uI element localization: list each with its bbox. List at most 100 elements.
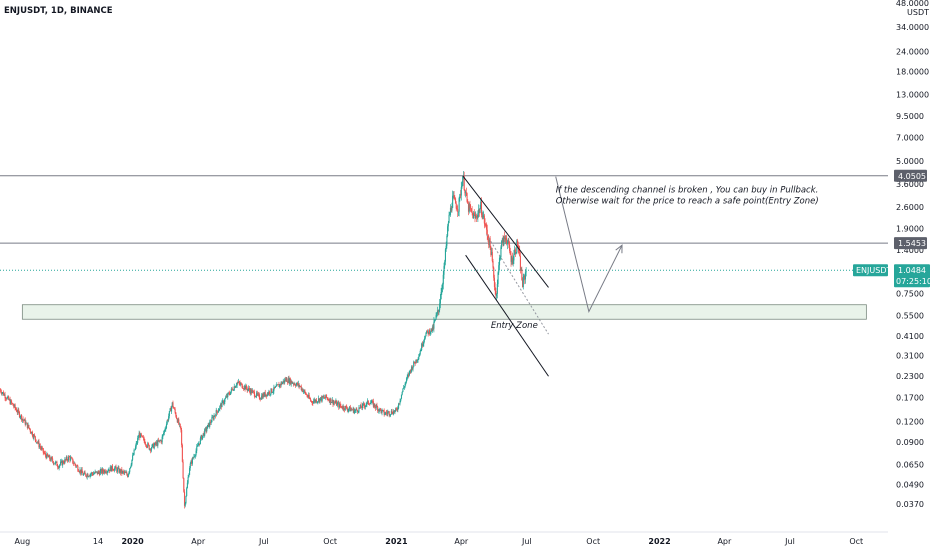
candle-body-658 bbox=[473, 213, 475, 215]
candle-body-515 bbox=[370, 402, 372, 404]
candle-body-676 bbox=[486, 229, 488, 237]
candle-body-35 bbox=[24, 419, 26, 425]
candle-body-281 bbox=[201, 435, 204, 440]
candle-body-208 bbox=[149, 448, 151, 450]
candle-body-194 bbox=[139, 433, 141, 438]
candle-body-317 bbox=[227, 392, 230, 394]
y-tick-label: 18.0000 bbox=[896, 68, 929, 77]
candle-body-581 bbox=[418, 356, 420, 360]
y-tick-label: 3.6000 bbox=[896, 180, 924, 189]
x-axis[interactable]: Aug 14 2020 Apr Jul Oct 2021 Apr Jul Oct 2022 Apr Ju… bbox=[15, 537, 864, 546]
candle-body-153 bbox=[109, 466, 111, 472]
candle-body-436 bbox=[313, 399, 315, 402]
candle-body-689 bbox=[496, 293, 498, 296]
candle-body-601 bbox=[432, 326, 434, 329]
candle-body-551 bbox=[396, 409, 398, 411]
candle-body-456 bbox=[328, 399, 330, 401]
candle-body-166 bbox=[119, 469, 121, 473]
candle-body-471 bbox=[338, 403, 341, 408]
candle-body-695 bbox=[500, 247, 502, 258]
candle-body-654 bbox=[470, 208, 472, 212]
candle-body-309 bbox=[222, 400, 224, 402]
candle-body-88 bbox=[62, 461, 64, 464]
candle-body-395 bbox=[284, 379, 286, 383]
candle-body-206 bbox=[147, 443, 150, 446]
candle-body-97 bbox=[69, 456, 71, 461]
candle-body-267 bbox=[191, 457, 193, 464]
candle-body-217 bbox=[155, 442, 157, 445]
candle-body-41 bbox=[29, 427, 31, 430]
candle-body-207 bbox=[148, 445, 150, 450]
candle-body-613 bbox=[441, 288, 443, 293]
candle-body-505 bbox=[363, 403, 365, 406]
candle-body-485 bbox=[349, 406, 351, 409]
candle-body-324 bbox=[232, 390, 235, 391]
candle-body-646 bbox=[465, 192, 467, 194]
candle-body-381 bbox=[274, 386, 276, 388]
candle-body-501 bbox=[360, 404, 362, 408]
candle-body-274 bbox=[196, 445, 199, 447]
candle-body-55 bbox=[39, 446, 41, 447]
candle-body-492 bbox=[354, 410, 356, 414]
candle-body-163 bbox=[116, 468, 119, 472]
candle-body-430 bbox=[309, 398, 311, 400]
candle-body-537 bbox=[386, 413, 388, 414]
candle-body-38 bbox=[26, 422, 28, 429]
candle-body-443 bbox=[318, 398, 320, 402]
candle-body-532 bbox=[382, 410, 385, 411]
candle-body-496 bbox=[356, 410, 359, 412]
candle-body-245 bbox=[176, 416, 178, 419]
candle-body-196 bbox=[140, 433, 142, 436]
candle-body-26 bbox=[18, 409, 20, 412]
candle-body-269 bbox=[193, 456, 195, 459]
candle-body-502 bbox=[361, 407, 363, 409]
candle-body-477 bbox=[343, 406, 345, 410]
candle-body-526 bbox=[378, 409, 380, 412]
candle-body-234 bbox=[168, 416, 170, 421]
candle-body-201 bbox=[144, 441, 146, 445]
candle-body-470 bbox=[338, 402, 340, 408]
level-badge-1 bbox=[894, 237, 927, 250]
candle-body-384 bbox=[276, 384, 278, 387]
candle-body-275 bbox=[197, 445, 199, 446]
candle-body-588 bbox=[423, 340, 425, 344]
candle-body-583 bbox=[419, 351, 421, 355]
candle-body-454 bbox=[326, 397, 328, 399]
candle-body-442 bbox=[318, 398, 320, 402]
candle-body-703 bbox=[506, 239, 508, 245]
candle-body-112 bbox=[80, 469, 82, 474]
candle-body-672 bbox=[483, 215, 485, 224]
candle-body-174 bbox=[124, 472, 126, 473]
candle-body-370 bbox=[266, 394, 268, 397]
channel-line-2 bbox=[486, 234, 549, 335]
y-tick-label: 13.0000 bbox=[896, 90, 929, 99]
candle-body-482 bbox=[346, 408, 348, 411]
candle-body-46 bbox=[32, 436, 34, 438]
candle-body-265 bbox=[190, 461, 192, 464]
candle-body-564 bbox=[405, 378, 408, 382]
candle-body-175 bbox=[125, 472, 127, 474]
candle-body-367 bbox=[263, 392, 266, 397]
candle-body-79 bbox=[56, 461, 58, 467]
candle-body-692 bbox=[498, 265, 500, 273]
y-tick-label: 0.0370 bbox=[896, 500, 924, 509]
candle-body-248 bbox=[178, 419, 180, 425]
candle-body-563 bbox=[405, 381, 407, 384]
candle-body-140 bbox=[100, 469, 102, 471]
candle-body-634 bbox=[456, 208, 458, 210]
candle-body-425 bbox=[305, 394, 307, 395]
candle-body-702 bbox=[505, 238, 507, 240]
candle-body-511 bbox=[367, 400, 369, 404]
candle-body-669 bbox=[481, 214, 483, 218]
candle-body-514 bbox=[369, 402, 372, 405]
candle-body-286 bbox=[205, 428, 207, 431]
candle-body-461 bbox=[331, 399, 333, 403]
candle-body-373 bbox=[268, 391, 270, 395]
candle-body-427 bbox=[307, 396, 309, 398]
candle-body-5 bbox=[3, 392, 5, 396]
candle-body-597 bbox=[429, 332, 431, 335]
candle-body-553 bbox=[398, 403, 400, 409]
candle-body-40 bbox=[28, 424, 30, 428]
candle-body-647 bbox=[465, 192, 467, 194]
